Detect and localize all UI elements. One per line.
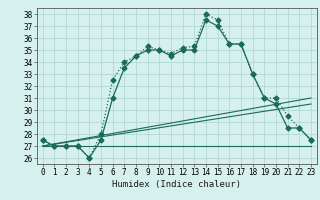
X-axis label: Humidex (Indice chaleur): Humidex (Indice chaleur) (112, 180, 241, 189)
